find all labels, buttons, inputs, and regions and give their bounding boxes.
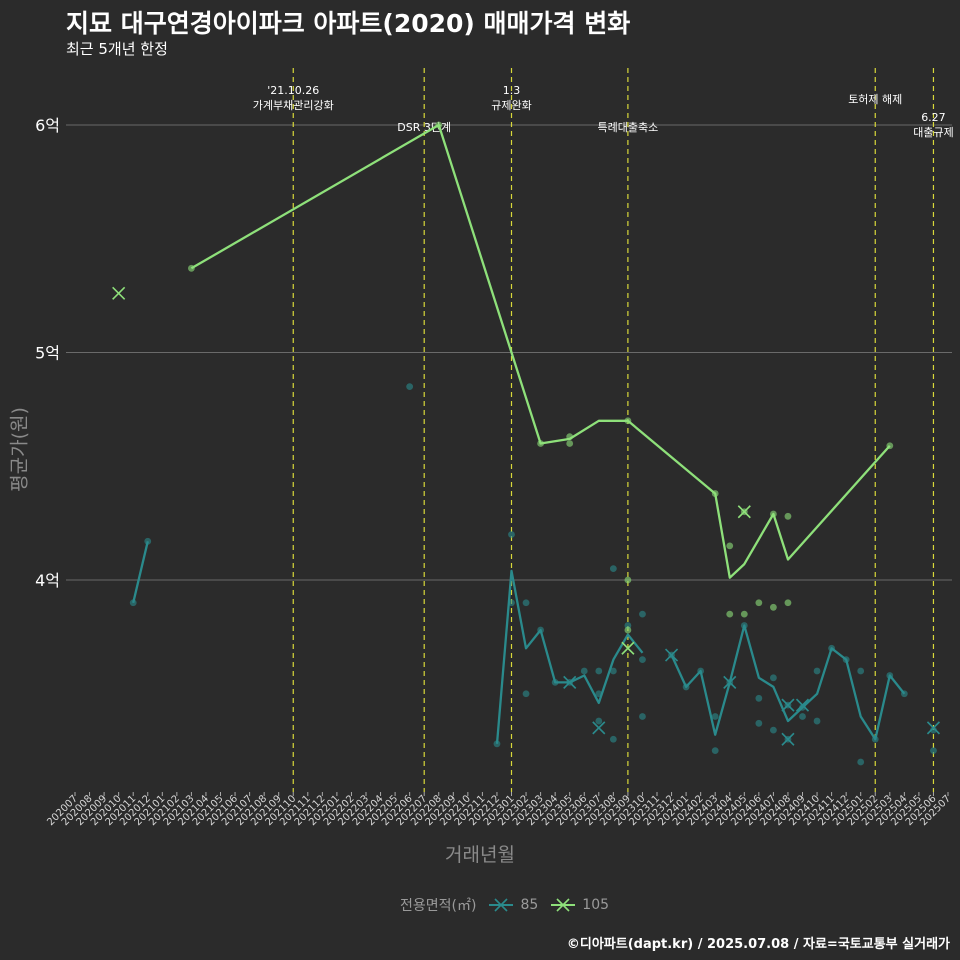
event-label: 1.3	[503, 84, 521, 97]
data-point-105	[784, 512, 792, 520]
data-point-105	[624, 626, 632, 634]
data-point-85	[711, 713, 719, 720]
event-label: 규제완화	[491, 99, 531, 112]
data-point-105	[624, 576, 632, 584]
data-point-85	[639, 656, 646, 664]
data-point-85	[609, 667, 617, 675]
cross-marker-85	[723, 675, 737, 689]
data-point-85	[857, 667, 865, 675]
data-point-85	[595, 717, 603, 725]
data-point-85	[639, 610, 646, 618]
event-label: 대출규제	[913, 126, 953, 139]
data-point-85	[639, 713, 646, 720]
data-point-85	[770, 674, 777, 682]
data-point-85	[711, 747, 719, 755]
cross-marker-85	[781, 732, 795, 746]
data-point-85	[755, 719, 763, 727]
cross-marker-85	[926, 721, 941, 735]
legend-label-85: 85	[520, 897, 539, 913]
cross-marker-85	[563, 675, 577, 689]
data-point-105	[726, 542, 734, 550]
legend-key-105-icon	[551, 898, 576, 912]
data-point-105	[770, 603, 777, 611]
data-point-105	[726, 610, 734, 618]
chart-subtitle: 최근 5개년 한정	[66, 40, 168, 58]
legend-label-105: 105	[582, 897, 610, 913]
y-tick-label: 5억	[35, 344, 60, 363]
cross-marker-105	[112, 286, 126, 300]
data-point-85	[493, 740, 501, 748]
legend-item-105: 105	[550, 897, 609, 913]
legend: 전용면적(㎡) 85 105	[400, 895, 609, 915]
y-axis-title: 평균가(원)	[8, 407, 31, 492]
event-label: DSR 3단계	[397, 121, 451, 134]
chart-title: 지묘 대구연경아이파크 아파트(2020) 매매가격 변화	[66, 9, 631, 38]
data-point-85	[799, 713, 806, 720]
data-point-85	[813, 667, 821, 675]
data-point-85	[609, 565, 617, 573]
data-point-85	[755, 694, 763, 702]
series-line-105	[190, 123, 891, 579]
event-label: 6.27	[921, 111, 946, 124]
x-axis-title: 거래년월	[445, 844, 515, 866]
legend-item-85: 85	[488, 897, 538, 913]
cross-marker-105	[621, 641, 635, 655]
x-axis: 2020072020082020092020102020112020122021…	[45, 792, 953, 828]
event-label: 특례대출축소	[598, 121, 659, 134]
cross-marker-85	[795, 698, 810, 712]
data-point-85	[595, 667, 603, 675]
data-point-85	[609, 735, 617, 743]
data-point-105	[740, 610, 748, 618]
legend-key-85-icon	[489, 898, 514, 912]
cross-marker-85	[592, 721, 606, 735]
cross-marker-85	[781, 698, 795, 712]
series-line-85	[132, 541, 149, 604]
series-line-85	[495, 569, 644, 744]
data-point-85	[813, 717, 821, 725]
event-label: '21.10.26	[267, 84, 319, 97]
y-tick-label: 6억	[35, 116, 60, 135]
y-axis: 4억 5억 6억	[35, 116, 60, 590]
series-line-85	[670, 624, 906, 741]
data-point-85	[406, 383, 414, 391]
data-point-85	[857, 758, 865, 766]
data-point-105	[566, 440, 574, 447]
data-point-85	[580, 667, 588, 675]
legend-title: 전용면적(㎡)	[400, 898, 477, 914]
y-tick-label: 4억	[35, 571, 60, 590]
data-point-85	[930, 747, 937, 755]
event-label: 토허제 해제	[848, 92, 902, 106]
event-label: 가계부채관리강화	[253, 99, 334, 112]
source-caption: ©디아파트(dapt.kr) / 2025.07.08 / 자료=국토교통부 실…	[566, 937, 950, 952]
data-point-105	[755, 599, 763, 607]
grid-lines	[66, 124, 952, 581]
data-point-85	[522, 690, 530, 698]
data-point-85	[522, 599, 530, 607]
series-layer	[112, 121, 941, 766]
cross-marker-105	[737, 505, 751, 519]
data-point-85	[770, 726, 777, 734]
data-point-105	[784, 599, 792, 607]
cross-marker-85	[664, 648, 679, 662]
data-point-85	[508, 531, 515, 538]
